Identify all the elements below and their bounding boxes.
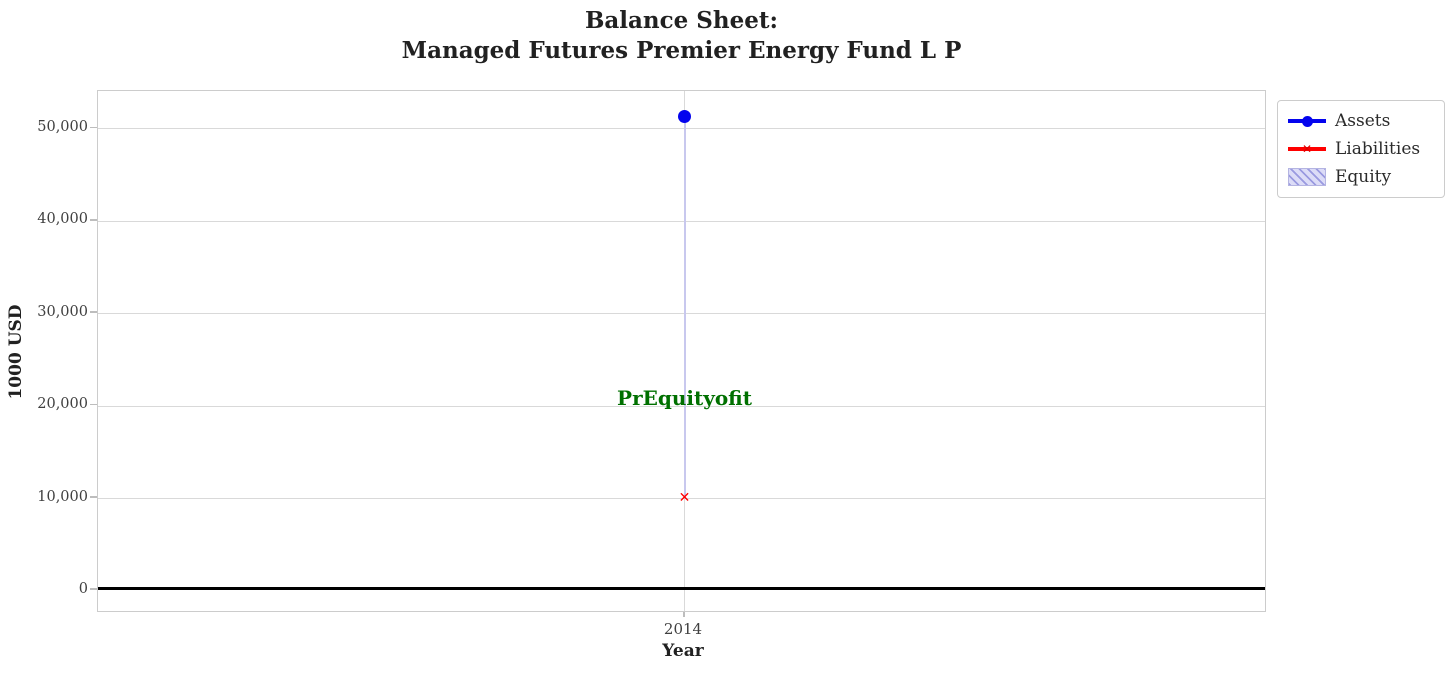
x-tick-label-2014: 2014 xyxy=(663,620,703,638)
legend-item-assets: Assets xyxy=(1288,108,1434,134)
x-axis-label: Year xyxy=(662,641,704,661)
x-marker-icon: ✕ xyxy=(1301,142,1313,156)
legend-item-liabilities: ✕ Liabilities xyxy=(1288,136,1434,162)
liabilities-legend-swatch: ✕ xyxy=(1288,140,1326,158)
y-tick-mark xyxy=(90,311,97,313)
y-tick-mark xyxy=(90,126,97,128)
y-tick-label-0: 0 xyxy=(78,581,88,597)
gridline-30000 xyxy=(98,313,1265,315)
gridline-40000 xyxy=(98,220,1265,222)
y-tick-label-30000: 30,000 xyxy=(37,304,88,320)
equity-range-line xyxy=(683,117,686,499)
liabilities-line-icon xyxy=(1288,147,1326,151)
annotation-text: PrEquityofit xyxy=(617,386,752,410)
y-tick-label-10000: 10,000 xyxy=(37,489,88,505)
gridline-10000 xyxy=(98,497,1265,499)
assets-dot-icon xyxy=(1302,116,1313,127)
legend-label-liabilities: Liabilities xyxy=(1335,139,1421,159)
liabilities-x-marker: ✕ xyxy=(678,490,691,506)
y-tick-mark xyxy=(90,403,97,405)
chart-title: Balance Sheet: Managed Futures Premier E… xyxy=(97,6,1266,66)
x-tick-mark xyxy=(683,612,685,617)
legend-label-equity: Equity xyxy=(1335,167,1392,187)
legend-item-equity: Equity xyxy=(1288,164,1434,190)
y-tick-label-50000: 50,000 xyxy=(37,119,88,135)
zero-baseline xyxy=(98,587,1265,590)
y-tick-mark xyxy=(90,496,97,498)
y-tick-mark xyxy=(90,219,97,221)
gridline-20000 xyxy=(98,405,1265,407)
y-tick-label-20000: 20,000 xyxy=(37,396,88,412)
equity-legend-swatch xyxy=(1288,168,1326,186)
equity-hatch-icon xyxy=(1288,168,1326,186)
assets-legend-swatch xyxy=(1288,112,1326,130)
chart-title-line1: Balance Sheet: xyxy=(584,7,779,34)
assets-point-marker xyxy=(678,110,691,123)
y-tick-mark xyxy=(90,588,97,590)
plot-area: ✕ PrEquityofit xyxy=(97,90,1266,612)
y-tick-label-40000: 40,000 xyxy=(37,211,88,227)
legend: Assets ✕ Liabilities Equity xyxy=(1277,100,1445,198)
gridline-50000 xyxy=(98,128,1265,130)
chart-title-line2: Managed Futures Premier Energy Fund L P xyxy=(401,37,962,64)
legend-label-assets: Assets xyxy=(1335,111,1391,131)
